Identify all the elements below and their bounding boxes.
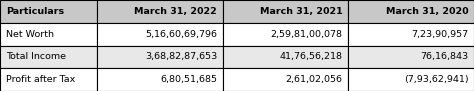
Bar [0,46,97,68]
Bar [223,46,348,68]
Bar [223,68,348,91]
Bar [97,46,223,68]
Text: 7,23,90,957: 7,23,90,957 [411,30,468,39]
Text: 3,68,82,87,653: 3,68,82,87,653 [145,52,217,61]
Text: 6,80,51,685: 6,80,51,685 [160,75,217,84]
Bar [348,23,474,46]
Bar [97,0,223,23]
Text: 41,76,56,218: 41,76,56,218 [280,52,343,61]
Text: (7,93,62,941): (7,93,62,941) [404,75,468,84]
Text: 2,59,81,00,078: 2,59,81,00,078 [271,30,343,39]
Text: Total Income: Total Income [6,52,66,61]
Bar [0,0,97,23]
Bar [348,0,474,23]
Text: 2,61,02,056: 2,61,02,056 [286,75,343,84]
Bar [0,68,97,91]
Bar [97,23,223,46]
Text: 76,16,843: 76,16,843 [420,52,468,61]
Bar [97,68,223,91]
Bar [0,23,97,46]
Bar [348,68,474,91]
Bar [223,0,348,23]
Text: Profit after Tax: Profit after Tax [6,75,75,84]
Text: March 31, 2022: March 31, 2022 [134,7,217,16]
Text: March 31, 2021: March 31, 2021 [260,7,343,16]
Bar [223,23,348,46]
Text: 5,16,60,69,796: 5,16,60,69,796 [145,30,217,39]
Text: March 31, 2020: March 31, 2020 [386,7,468,16]
Bar [348,46,474,68]
Text: Particulars: Particulars [6,7,64,16]
Text: Net Worth: Net Worth [6,30,54,39]
